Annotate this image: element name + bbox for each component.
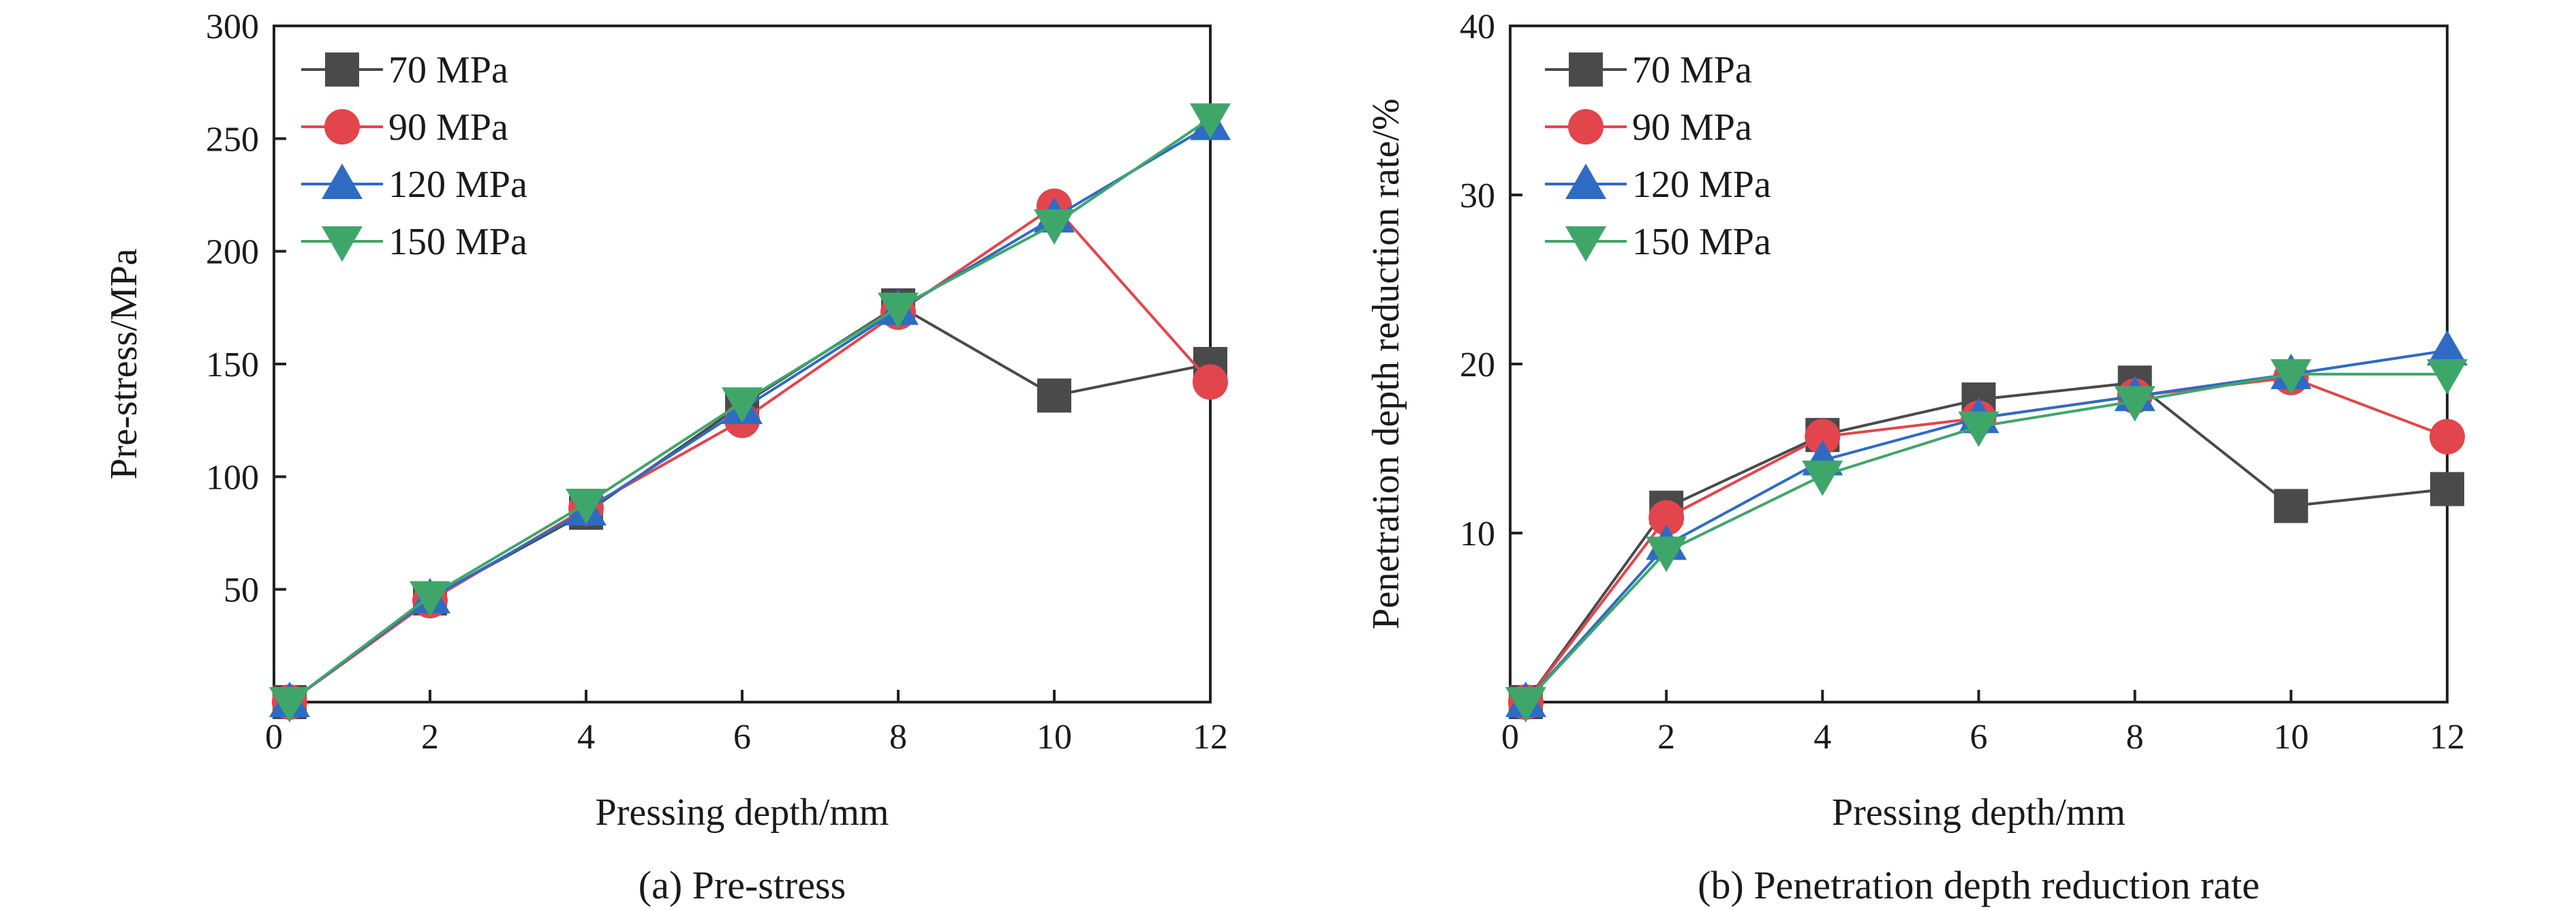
legend-marker xyxy=(1565,226,1606,262)
data-point xyxy=(2429,419,2465,455)
series-150-mpa xyxy=(1505,359,2468,723)
legend-label: 90 MPa xyxy=(1632,106,1752,149)
legend: 70 MPa 90 MPa 120 MPa 150 MPa xyxy=(301,49,527,263)
y-axis-label: Pre-stress/MPa xyxy=(103,248,145,479)
legend-label: 70 MPa xyxy=(388,49,508,91)
legend-label: 150 MPa xyxy=(1632,221,1771,263)
x-tick-label: 2 xyxy=(1657,718,1675,757)
chart-caption: (b) Penetration depth reduction rate xyxy=(1698,863,2260,907)
legend-marker xyxy=(1568,109,1604,145)
legend-label: 90 MPa xyxy=(388,106,508,149)
x-tick-label: 8 xyxy=(2126,718,2144,757)
data-point xyxy=(1193,364,1228,400)
data-point xyxy=(1037,378,1071,413)
y-axis-label: Penetration depth reduction rate/% xyxy=(1365,98,1407,629)
legend-label: 120 MPa xyxy=(388,164,527,206)
data-point xyxy=(1505,687,1546,723)
data-point xyxy=(410,581,450,617)
legend-label: 150 MPa xyxy=(388,221,527,263)
y-tick-label: 30 xyxy=(1460,177,1495,215)
series-70-mpa xyxy=(272,288,1227,719)
legend-marker xyxy=(1565,164,1606,199)
y-tick-label: 150 xyxy=(206,346,259,384)
data-point xyxy=(2430,472,2464,506)
data-point xyxy=(2427,359,2468,395)
legend-marker xyxy=(322,226,363,262)
x-tick-label: 12 xyxy=(2429,718,2465,757)
data-point xyxy=(722,387,763,423)
data-point xyxy=(1034,209,1075,245)
y-tick-label: 100 xyxy=(206,458,259,497)
x-tick-label: 4 xyxy=(1813,718,1831,757)
series-90-mpa xyxy=(271,188,1228,720)
x-tick-label: 8 xyxy=(889,718,907,757)
data-point xyxy=(1646,536,1687,573)
x-tick-label: 6 xyxy=(733,718,751,757)
legend-label: 70 MPa xyxy=(1632,49,1752,91)
legend-marker xyxy=(325,52,359,87)
x-tick-label: 6 xyxy=(1970,718,1988,757)
y-tick-label: 300 xyxy=(206,7,259,46)
y-tick-label: 50 xyxy=(224,571,259,610)
data-point xyxy=(1958,411,1999,447)
y-tick-label: 200 xyxy=(206,233,259,272)
x-tick-label: 0 xyxy=(1501,718,1519,757)
data-point xyxy=(2427,330,2468,366)
x-tick-label: 10 xyxy=(1037,718,1072,757)
x-axis-label: Pressing depth/mm xyxy=(596,791,889,834)
data-point xyxy=(1805,419,1841,455)
data-point xyxy=(2273,489,2308,524)
x-axis-label: Pressing depth/mm xyxy=(1832,791,2126,834)
x-tick-label: 10 xyxy=(2273,718,2309,757)
series-150-mpa xyxy=(269,103,1231,723)
data-point xyxy=(1649,500,1685,536)
chart-pre-stress: 0 2 4 6 8 10 12 50 100 150 200 250 300 Pressing depth… xyxy=(103,7,1231,907)
legend-marker xyxy=(1569,52,1603,87)
y-tick-label: 250 xyxy=(206,120,259,159)
x-tick-label: 0 xyxy=(265,718,283,757)
x-tick-label: 4 xyxy=(577,718,595,757)
y-tick-label: 10 xyxy=(1460,515,1495,553)
data-point xyxy=(269,687,310,723)
series-line xyxy=(288,303,1211,703)
data-point xyxy=(2114,386,2156,422)
data-point xyxy=(566,489,607,525)
legend: 70 MPa 90 MPa 120 MPa 150 MPa xyxy=(1545,49,1771,263)
y-tick-label: 40 xyxy=(1460,7,1495,46)
data-point xyxy=(1802,460,1843,496)
x-tick-label: 2 xyxy=(421,718,439,757)
legend-marker xyxy=(322,164,363,199)
chart-caption: (a) Pre-stress xyxy=(639,863,846,907)
series-line xyxy=(288,204,1212,703)
data-point xyxy=(2270,359,2312,395)
legend-label: 120 MPa xyxy=(1632,164,1771,206)
chart-penetration-depth-reduction-rate: 0 2 4 6 8 10 12 10 20 30 40 Pressing depth/mm Penetr… xyxy=(1365,7,2468,907)
y-tick-label: 20 xyxy=(1460,346,1495,384)
legend-marker xyxy=(324,109,360,145)
x-tick-label: 12 xyxy=(1193,718,1228,757)
data-point xyxy=(1190,103,1231,139)
data-point xyxy=(878,292,919,329)
